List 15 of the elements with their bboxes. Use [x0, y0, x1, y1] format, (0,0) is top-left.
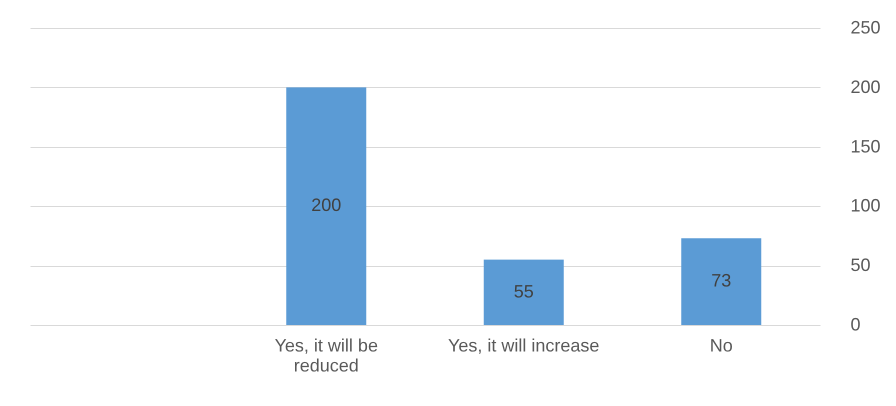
bar — [681, 238, 762, 325]
bar — [286, 87, 366, 325]
bar — [484, 260, 564, 325]
x-tick-label: Yes, it will increase — [448, 336, 600, 356]
data-label: 73 — [711, 270, 732, 291]
data-label: 200 — [311, 195, 342, 216]
y-tick-label: 250 — [850, 18, 881, 38]
y-tick-label: 0 — [850, 314, 861, 334]
x-tick-label: Yes, it will be reduced — [274, 336, 378, 376]
y-tick-label: 150 — [850, 136, 881, 156]
y-tick-label: 100 — [850, 196, 881, 216]
y-tick-label: 200 — [850, 76, 881, 97]
x-tick-label: No — [710, 336, 733, 356]
data-label: 55 — [514, 281, 534, 302]
y-tick-label: 50 — [850, 255, 871, 276]
